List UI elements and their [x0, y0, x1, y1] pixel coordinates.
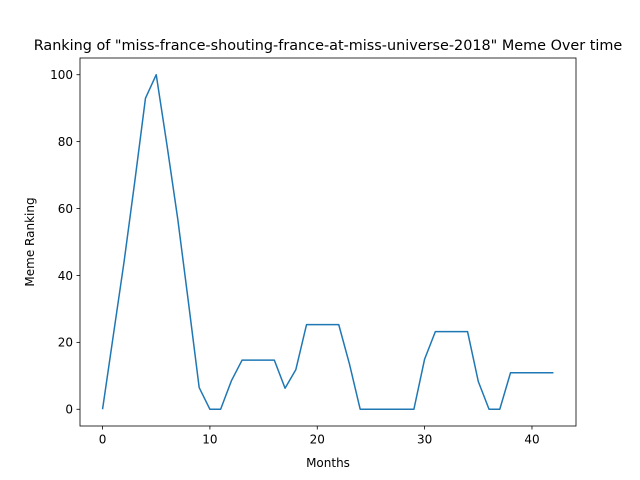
- x-tick-label: 20: [310, 433, 325, 447]
- y-tick-label: 100: [50, 68, 73, 82]
- y-axis-label: Meme Ranking: [23, 197, 37, 286]
- x-tick-label: 40: [524, 433, 539, 447]
- plot-area: [101, 73, 554, 411]
- y-tick-label: 80: [58, 135, 73, 149]
- x-axis-label: Months: [306, 456, 350, 470]
- y-tick-label: 0: [65, 403, 73, 417]
- series-line-0: [101, 73, 554, 411]
- y-tick-label: 40: [58, 269, 73, 283]
- y-tick-label: 20: [58, 336, 73, 350]
- axes: 0 10 20 30 40 0 20 40 60 80 100: [50, 57, 577, 447]
- x-tick-label: 0: [99, 433, 107, 447]
- y-tick-label: 60: [58, 202, 73, 216]
- x-tick-label: 10: [202, 433, 217, 447]
- axes-frame: [79, 57, 577, 427]
- x-tick-label: 30: [417, 433, 432, 447]
- chart-title: Ranking of "miss-france-shouting-france-…: [34, 38, 623, 54]
